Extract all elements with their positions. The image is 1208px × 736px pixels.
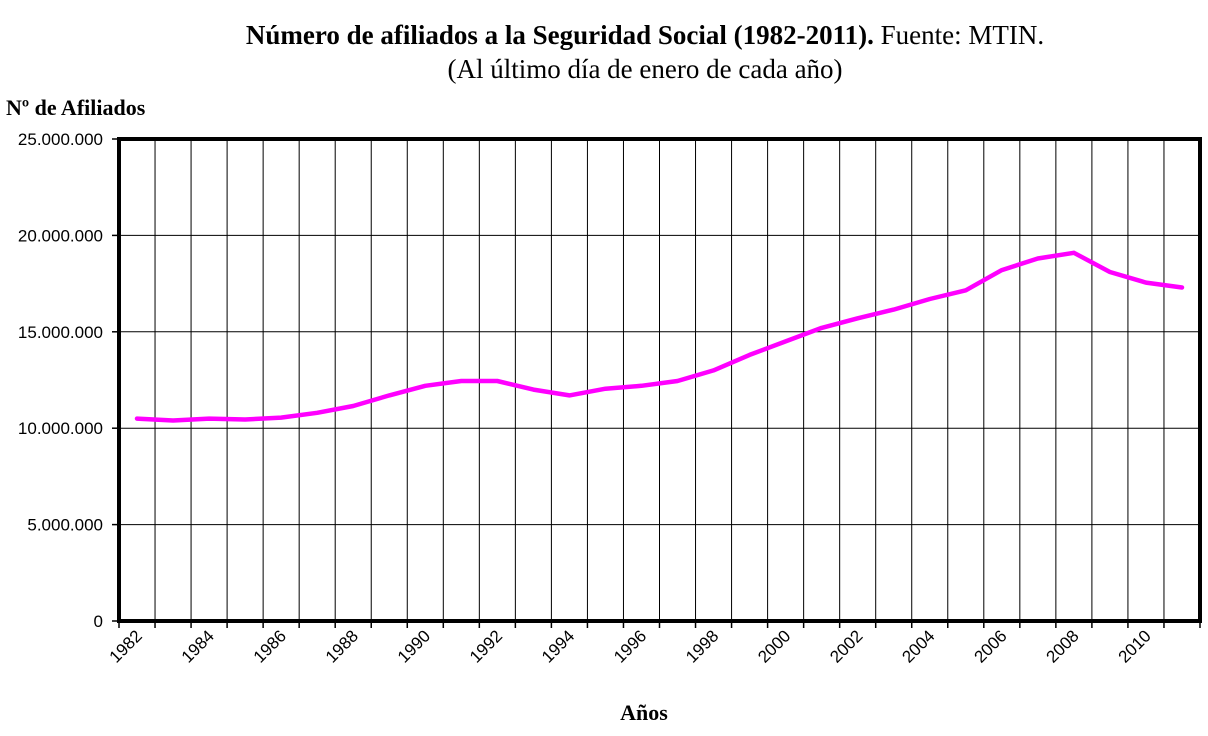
x-tick-label: 2008: [1043, 626, 1083, 666]
y-tick-label: 15.000.000: [18, 323, 103, 342]
y-axis-label: Nº de Afiliados: [6, 95, 146, 120]
x-tick-label: 1988: [322, 626, 362, 666]
x-tick-label: 1994: [538, 626, 578, 666]
series-line: [134, 250, 1185, 423]
x-tick-label: 1996: [610, 626, 650, 666]
chart-title-source: Fuente: MTIN.: [880, 20, 1045, 50]
y-tick-label: 20.000.000: [18, 226, 103, 245]
y-axis-ticks: 0 5.000.000 10.000.000 15.000.000 20.000.000…: [18, 130, 119, 631]
x-tick-label: 1998: [682, 626, 722, 666]
x-axis-ticks: 1982 1984 1986 1988 1990 1992 1994 1996 1998 2000…: [106, 621, 1201, 667]
x-tick-label: 2006: [970, 626, 1010, 666]
chart-title: Número de afiliados a la Seguridad Socia…: [180, 18, 1110, 86]
x-tick-label: 1984: [178, 626, 218, 666]
grid-lines: [119, 139, 1200, 621]
chart-title-main: Número de afiliados a la Seguridad Socia…: [245, 20, 874, 50]
y-tick-label: 0: [94, 612, 103, 631]
x-tick-label: 2004: [898, 626, 938, 666]
x-axis-label: Años: [620, 700, 668, 725]
x-tick-label: 2010: [1115, 626, 1155, 666]
x-tick-label: 1990: [394, 626, 434, 666]
x-tick-label: 1982: [106, 626, 146, 666]
y-tick-label: 10.000.000: [18, 419, 103, 438]
x-tick-label: 2000: [754, 626, 794, 666]
x-tick-label: 2002: [826, 626, 866, 666]
series-group: [134, 250, 1185, 423]
x-tick-label: 1986: [250, 626, 290, 666]
y-tick-label: 5.000.000: [27, 516, 103, 535]
chart-subtitle: (Al último día de enero de cada año): [447, 54, 843, 84]
y-tick-label: 25.000.000: [18, 130, 103, 149]
x-tick-label: 1992: [466, 626, 506, 666]
